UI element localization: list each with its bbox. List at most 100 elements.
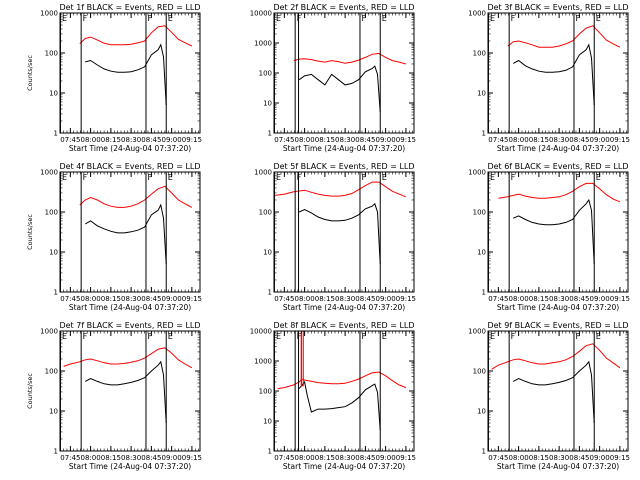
event-marker-label: F xyxy=(147,173,152,182)
x-tick-label: 08:45 xyxy=(355,295,375,303)
x-tick-label: 08:30 xyxy=(121,454,141,462)
panel-det-7: Det 7f BLACK = Events, RED = LLD E F F E 1 10 1… xyxy=(26,321,202,471)
y-axis-label: Counts/sec xyxy=(26,373,34,409)
plot-frame xyxy=(273,171,415,293)
event-marker-label: F xyxy=(511,173,516,182)
x-tick-label: 08:00 xyxy=(81,136,101,144)
y-tick-label: 1 xyxy=(268,448,272,456)
event-marker-label: F xyxy=(83,332,88,341)
panel-title: Det 9f BLACK = Events, RED = LLD xyxy=(487,321,628,330)
y-tick-label: 100 xyxy=(259,70,272,78)
lld-series-line xyxy=(498,182,621,203)
event-marker-label: F xyxy=(361,14,366,23)
event-marker-label: E xyxy=(596,173,601,182)
y-tick-label: 10 xyxy=(263,249,272,257)
y-tick-label: 10 xyxy=(477,90,486,98)
y-tick-label: 10 xyxy=(477,408,486,416)
y-tick-label: 10 xyxy=(49,408,58,416)
y-tick-label: 100 xyxy=(473,50,486,58)
x-tick-label: 08:15 xyxy=(529,454,549,462)
plot-frame xyxy=(487,12,629,134)
x-axis-label: Start Time (24-Aug-04 07:37:20) xyxy=(283,462,405,471)
x-tick-label: 08:00 xyxy=(509,295,529,303)
x-tick-label: 09:15 xyxy=(396,136,416,144)
lld-series-line xyxy=(79,185,193,208)
y-tick-label: 1000 xyxy=(468,328,486,336)
y-tick-label: 10000 xyxy=(250,328,272,336)
event-marker-label: E xyxy=(490,173,495,182)
event-marker-label: F xyxy=(297,173,302,182)
panel-det-9: Det 9f BLACK = Events, RED = LLD E F F E 1 10 1… xyxy=(468,321,630,471)
y-tick-label: 100 xyxy=(259,209,272,217)
x-tick-label: 09:15 xyxy=(610,136,630,144)
event-marker-label: F xyxy=(147,14,152,23)
x-tick-label: 09:15 xyxy=(610,295,630,303)
y-tick-label: 1000 xyxy=(468,169,486,177)
x-tick-label: 09:15 xyxy=(182,295,202,303)
lld-series-line xyxy=(507,25,621,48)
x-tick-label: 08:45 xyxy=(569,136,589,144)
lld-series-line xyxy=(491,343,621,370)
events-series-line xyxy=(512,43,595,106)
event-marker-label: E xyxy=(596,332,601,341)
y-tick-label: 1000 xyxy=(40,169,58,177)
y-tick-label: 10 xyxy=(477,249,486,257)
event-marker-label: E xyxy=(382,173,387,182)
x-tick-label: 08:30 xyxy=(549,136,569,144)
y-tick-label: 1000 xyxy=(254,169,272,177)
x-tick-label: 08:45 xyxy=(355,454,375,462)
y-tick-label: 100 xyxy=(473,209,486,217)
plot-frame xyxy=(487,330,629,452)
event-marker-label: F xyxy=(147,332,152,341)
x-tick-label: 07:45 xyxy=(274,454,294,462)
x-tick-label: 07:45 xyxy=(60,295,80,303)
x-tick-label: 09:00 xyxy=(376,454,396,462)
event-marker-label: F xyxy=(575,173,580,182)
x-tick-label: 08:00 xyxy=(509,136,529,144)
y-tick-label: 1000 xyxy=(254,40,272,48)
event-marker-label: F xyxy=(83,173,88,182)
events-series-line xyxy=(85,43,167,106)
x-tick-label: 09:15 xyxy=(610,454,630,462)
y-tick-label: 1 xyxy=(54,130,58,138)
x-tick-label: 08:00 xyxy=(295,136,315,144)
events-series-line xyxy=(298,202,381,265)
y-tick-label: 1000 xyxy=(40,10,58,18)
x-tick-label: 09:00 xyxy=(162,295,182,303)
y-tick-label: 10000 xyxy=(250,10,272,18)
panel-title: Det 8f BLACK = Events, RED = LLD xyxy=(273,321,414,330)
event-marker-label: F xyxy=(297,332,302,341)
event-marker-label: E xyxy=(168,332,173,341)
event-marker-label: E xyxy=(276,173,281,182)
x-tick-label: 08:30 xyxy=(335,454,355,462)
x-tick-label: 08:45 xyxy=(141,454,161,462)
x-tick-label: 08:45 xyxy=(569,295,589,303)
events-series-line xyxy=(298,65,381,113)
lld-series-line xyxy=(293,52,407,65)
panel-title: Det 7f BLACK = Events, RED = LLD xyxy=(59,321,200,330)
panel-det-5: Det 5f BLACK = Events, RED = LLD E F F E 1 10 1… xyxy=(254,162,416,312)
panel-det-3: Det 3f BLACK = Events, RED = LLD E F F E 1 10 1… xyxy=(468,3,630,153)
event-marker-label: E xyxy=(62,173,67,182)
y-tick-label: 1 xyxy=(54,289,58,297)
y-axis-label: Counts/sec xyxy=(26,214,34,250)
y-tick-label: 100 xyxy=(259,388,272,396)
y-tick-label: 100 xyxy=(45,209,58,217)
panel-title: Det 4f BLACK = Events, RED = LLD xyxy=(59,162,200,171)
y-tick-label: 10 xyxy=(263,418,272,426)
x-tick-label: 09:00 xyxy=(376,295,396,303)
x-tick-label: 08:15 xyxy=(101,136,121,144)
lld-series-line xyxy=(63,347,193,369)
event-marker-label: F xyxy=(361,332,366,341)
y-tick-label: 1 xyxy=(268,289,272,297)
x-tick-label: 07:45 xyxy=(60,136,80,144)
x-tick-label: 09:15 xyxy=(182,454,202,462)
plot-frame xyxy=(59,330,201,452)
event-marker-label: E xyxy=(276,332,281,341)
x-tick-label: 09:00 xyxy=(376,136,396,144)
x-axis-label: Start Time (24-Aug-04 07:37:20) xyxy=(497,144,619,153)
x-tick-label: 08:30 xyxy=(549,295,569,303)
y-tick-label: 1 xyxy=(482,289,486,297)
event-marker-label: E xyxy=(382,14,387,23)
x-tick-label: 08:15 xyxy=(315,454,335,462)
